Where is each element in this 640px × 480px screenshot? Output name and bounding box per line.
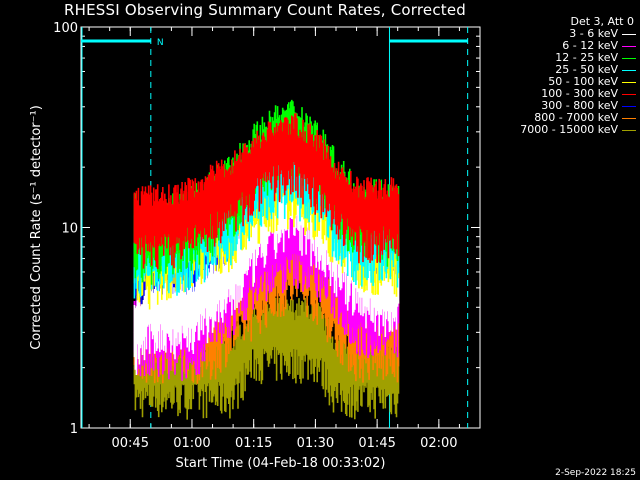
y-tick-label: 1 [70, 422, 78, 437]
series-8-point [335, 367, 337, 369]
legend-item: 7000 - 15000 keV [520, 124, 636, 136]
legend-header: Det 3, Att 0 [570, 15, 635, 28]
series-5-point [294, 147, 296, 149]
y-tick-label: 100 [53, 21, 78, 36]
series-1-point [397, 306, 399, 308]
legend-item: 6 - 12 keV [520, 40, 636, 52]
series-5-point [170, 218, 172, 220]
legend-item-label: 50 - 100 keV [548, 75, 618, 88]
series-8-point [253, 331, 255, 333]
legend-item: 300 - 800 keV [520, 100, 636, 112]
series-5-point [397, 211, 399, 213]
legend-swatch [622, 45, 636, 47]
legend-swatch [622, 117, 636, 119]
x-axis-label: Start Time (04-Feb-18 00:33:02) [176, 456, 386, 471]
legend-swatch [622, 33, 636, 35]
series-5-point [335, 191, 337, 193]
chart-title: RHESSI Observing Summary Count Rates, Co… [64, 1, 467, 19]
chart-legend: Det 3, Att 0 3 - 6 keV 6 - 12 keV 12 - 25 … [520, 16, 636, 136]
x-tick-label: 02:00 [420, 436, 457, 451]
legend-item: 25 - 50 keV [520, 64, 636, 76]
legend-item-label: 6 - 12 keV [562, 39, 618, 52]
x-tick-label: 00:45 [112, 436, 149, 451]
series-5-point [355, 211, 358, 213]
series-0-point [397, 287, 399, 289]
series-0-point [191, 306, 193, 308]
legend-swatch [622, 105, 636, 107]
legend-item-label: 25 - 50 keV [555, 63, 618, 76]
series-7-point [335, 306, 337, 308]
series-0-point [253, 236, 255, 238]
legend-item-label: 3 - 6 keV [569, 27, 618, 40]
legend-swatch [622, 57, 636, 59]
series-8-point [232, 367, 234, 369]
y-tick-label: 10 [61, 222, 78, 237]
legend-item-label: 100 - 300 keV [541, 87, 618, 100]
series-1-point [150, 331, 152, 333]
legend-swatch [622, 81, 636, 83]
series-1-point [294, 236, 296, 238]
x-tick-label: 01:45 [358, 436, 395, 451]
series-5-point [314, 162, 317, 164]
y-axis-label: Corrected Count Rate (s⁻¹ detector⁻¹) [29, 105, 44, 350]
legend-swatch [622, 93, 636, 95]
series-1-point [355, 306, 358, 308]
legend-swatch [622, 69, 636, 71]
series-5-point [232, 185, 234, 188]
x-tick-label: 01:30 [297, 436, 334, 451]
legend-item: 100 - 300 keV [520, 88, 636, 100]
legend-item-label: 12 - 25 keV [555, 51, 618, 64]
flag-label: N [157, 38, 164, 48]
footer-date: 2-Sep-2022 18:25 [555, 468, 636, 478]
series-8-point [294, 331, 296, 333]
series-5-point [253, 166, 255, 168]
series-0-point [170, 306, 172, 308]
series-5-point [133, 218, 135, 220]
legend-item: 800 - 7000 keV [520, 112, 636, 124]
legend-item: 12 - 25 keV [520, 52, 636, 64]
series-0-point [133, 331, 135, 333]
x-tick-label: 01:15 [235, 436, 272, 451]
series-5-point [150, 218, 152, 220]
x-tick-label: 01:00 [173, 436, 210, 451]
series-8-point [273, 331, 275, 333]
legend-item-label: 7000 - 15000 keV [520, 123, 618, 136]
legend-item: 50 - 100 keV [520, 76, 636, 88]
series-5-point [211, 197, 214, 199]
series-0-point [232, 271, 234, 273]
series-5-band [133, 113, 400, 269]
legend-item-label: 800 - 7000 keV [534, 111, 618, 124]
series-8-point [314, 331, 317, 333]
series-0-point [150, 306, 152, 308]
series-0-point [211, 287, 214, 289]
series-5-point [191, 211, 193, 213]
legend-item-label: 300 - 800 keV [541, 99, 618, 112]
series-5-point [376, 211, 378, 213]
legend-item: 3 - 6 keV [520, 28, 636, 40]
legend-swatch [622, 129, 636, 131]
series-5-point [273, 150, 275, 152]
